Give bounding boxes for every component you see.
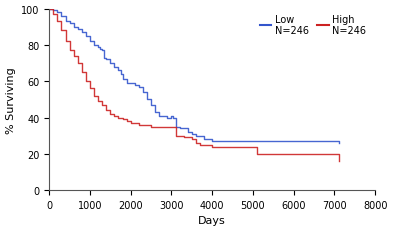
Legend: Low
N=246, High
N=246: Low N=246, High N=246 [256,11,370,40]
Y-axis label: % Surviving: % Surviving [6,67,16,133]
X-axis label: Days: Days [198,216,226,225]
